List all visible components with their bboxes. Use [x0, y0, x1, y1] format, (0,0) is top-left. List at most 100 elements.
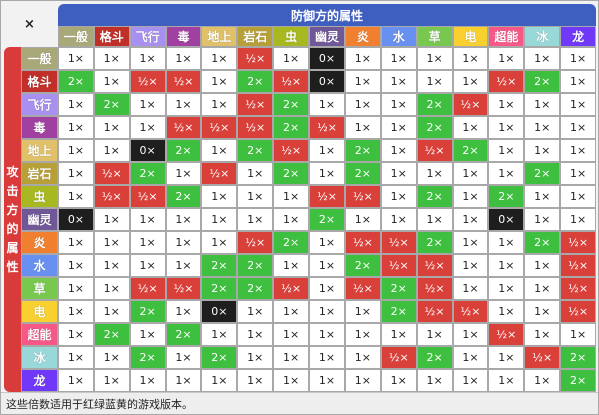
multiplier-cell: 1× — [58, 162, 94, 185]
multiplier-cell: 1× — [488, 231, 525, 254]
multiplier-cell: ½× — [237, 93, 274, 116]
multiplier-cell: ½× — [344, 231, 381, 254]
multiplier-cell: 1× — [165, 300, 202, 323]
defense-type-3: 飞行 — [129, 26, 166, 47]
multiplier-cell: ½× — [273, 70, 310, 93]
attack-type-11: 草 — [21, 277, 58, 300]
multiplier-cell: 1× — [201, 231, 238, 254]
multiplier-cell: 1× — [416, 47, 453, 70]
multiplier-cell: 1× — [452, 70, 489, 93]
multiplier-cell: 1× — [380, 208, 417, 231]
multiplier-cell: 1× — [93, 346, 130, 369]
multiplier-cell: 1× — [524, 369, 561, 392]
multiplier-cell: 1× — [309, 346, 345, 369]
multiplier-cell: ½× — [452, 300, 489, 323]
multiplier-cell: 1× — [93, 47, 130, 70]
multiplier-cell: 1× — [165, 346, 202, 369]
multiplier-cell: 1× — [273, 254, 310, 277]
attack-type-12: 电 — [21, 300, 58, 323]
multiplier-cell: 1× — [344, 300, 381, 323]
multiplier-cell: 1× — [309, 277, 345, 300]
multiplier-cell: 1× — [58, 346, 94, 369]
multiplier-cell: 2× — [416, 346, 453, 369]
multiplier-cell: 2× — [344, 254, 381, 277]
multiplier-cell: 1× — [237, 208, 274, 231]
multiplier-cell: 2× — [237, 277, 274, 300]
multiplier-cell: 1× — [560, 116, 597, 139]
multiplier-cell: 1× — [93, 277, 130, 300]
multiplier-cell: 1× — [58, 369, 94, 392]
attack-type-8: 幽灵 — [21, 208, 58, 231]
multiplier-cell: 1× — [344, 208, 381, 231]
multiplier-cell: ½× — [129, 277, 166, 300]
multiplier-cell: ½× — [560, 300, 597, 323]
multiplier-cell: 1× — [93, 231, 130, 254]
multiplier-cell: 1× — [488, 300, 525, 323]
multiplier-cell: ½× — [344, 185, 381, 208]
multiplier-cell: 1× — [165, 162, 202, 185]
multiplier-cell: 1× — [273, 346, 310, 369]
multiplier-cell: 1× — [93, 139, 130, 162]
multiplier-cell: 1× — [201, 93, 238, 116]
multiplier-cell: 2× — [237, 254, 274, 277]
multiplier-cell: 2× — [344, 139, 381, 162]
multiplier-cell: 1× — [380, 47, 417, 70]
multiplier-cell: 1× — [58, 47, 94, 70]
multiplier-cell: 1× — [380, 162, 417, 185]
multiplier-cell: ½× — [237, 231, 274, 254]
multiplier-cell: 1× — [309, 93, 345, 116]
defense-type-2: 格斗 — [93, 26, 130, 47]
attack-header-char: 攻 — [6, 164, 19, 179]
multiplier-cell: 1× — [560, 323, 597, 346]
multiplier-cell: ½× — [560, 277, 597, 300]
multiplier-cell: 1× — [58, 300, 94, 323]
multiplier-cell: 1× — [58, 93, 94, 116]
multiplier-cell: 1× — [524, 185, 561, 208]
multiplier-cell: ½× — [201, 162, 238, 185]
multiplier-cell: 1× — [380, 369, 417, 392]
multiplier-cell: 1× — [380, 323, 417, 346]
multiplier-cell: 2× — [129, 162, 166, 185]
multiplier-cell: 1× — [165, 47, 202, 70]
multiplier-cell: ½× — [560, 231, 597, 254]
attack-type-7: 虫 — [21, 185, 58, 208]
multiplier-cell: 1× — [560, 208, 597, 231]
multiplier-cell: 1× — [165, 369, 202, 392]
multiplier-cell: 1× — [344, 93, 381, 116]
multiplier-cell: 2× — [129, 300, 166, 323]
multiplier-cell: 1× — [344, 70, 381, 93]
multiplier-cell: ½× — [488, 323, 525, 346]
attack-type-header: 攻击方的属性 — [4, 47, 21, 392]
multiplier-cell: ½× — [237, 116, 274, 139]
defense-type-14: 冰 — [524, 26, 561, 47]
multiplier-cell: ½× — [129, 70, 166, 93]
attack-type-5: 地上 — [21, 139, 58, 162]
attack-type-15: 龙 — [21, 369, 58, 392]
multiplier-cell: ½× — [416, 277, 453, 300]
multiplier-cell: 1× — [129, 116, 166, 139]
multiplier-cell: ½× — [273, 277, 310, 300]
multiplier-cell: 1× — [524, 277, 561, 300]
multiplier-cell: 1× — [93, 369, 130, 392]
multiplier-cell: 1× — [237, 323, 274, 346]
multiplier-cell: 1× — [344, 116, 381, 139]
multiplier-cell: 1× — [488, 369, 525, 392]
multiplier-cell: 1× — [58, 254, 94, 277]
multiplier-cell: 1× — [416, 162, 453, 185]
multiplier-cell: 1× — [488, 47, 525, 70]
multiplier-cell: 2× — [237, 70, 274, 93]
multiplier-cell: 1× — [380, 185, 417, 208]
multiplier-cell: ½× — [165, 116, 202, 139]
multiplier-cell: 1× — [560, 185, 597, 208]
multiplier-cell: ½× — [165, 70, 202, 93]
attack-header-char: 方 — [6, 202, 19, 217]
multiplier-cell: 2× — [165, 139, 202, 162]
attack-type-14: 冰 — [21, 346, 58, 369]
defense-type-10: 水 — [380, 26, 417, 47]
multiplier-cell: 1× — [524, 254, 561, 277]
multiplier-cell: 0× — [309, 47, 345, 70]
multiplier-cell: 2× — [380, 277, 417, 300]
multiplier-cell: 1× — [560, 93, 597, 116]
multiplier-cell: ½× — [309, 185, 345, 208]
attack-type-4: 毒 — [21, 116, 58, 139]
